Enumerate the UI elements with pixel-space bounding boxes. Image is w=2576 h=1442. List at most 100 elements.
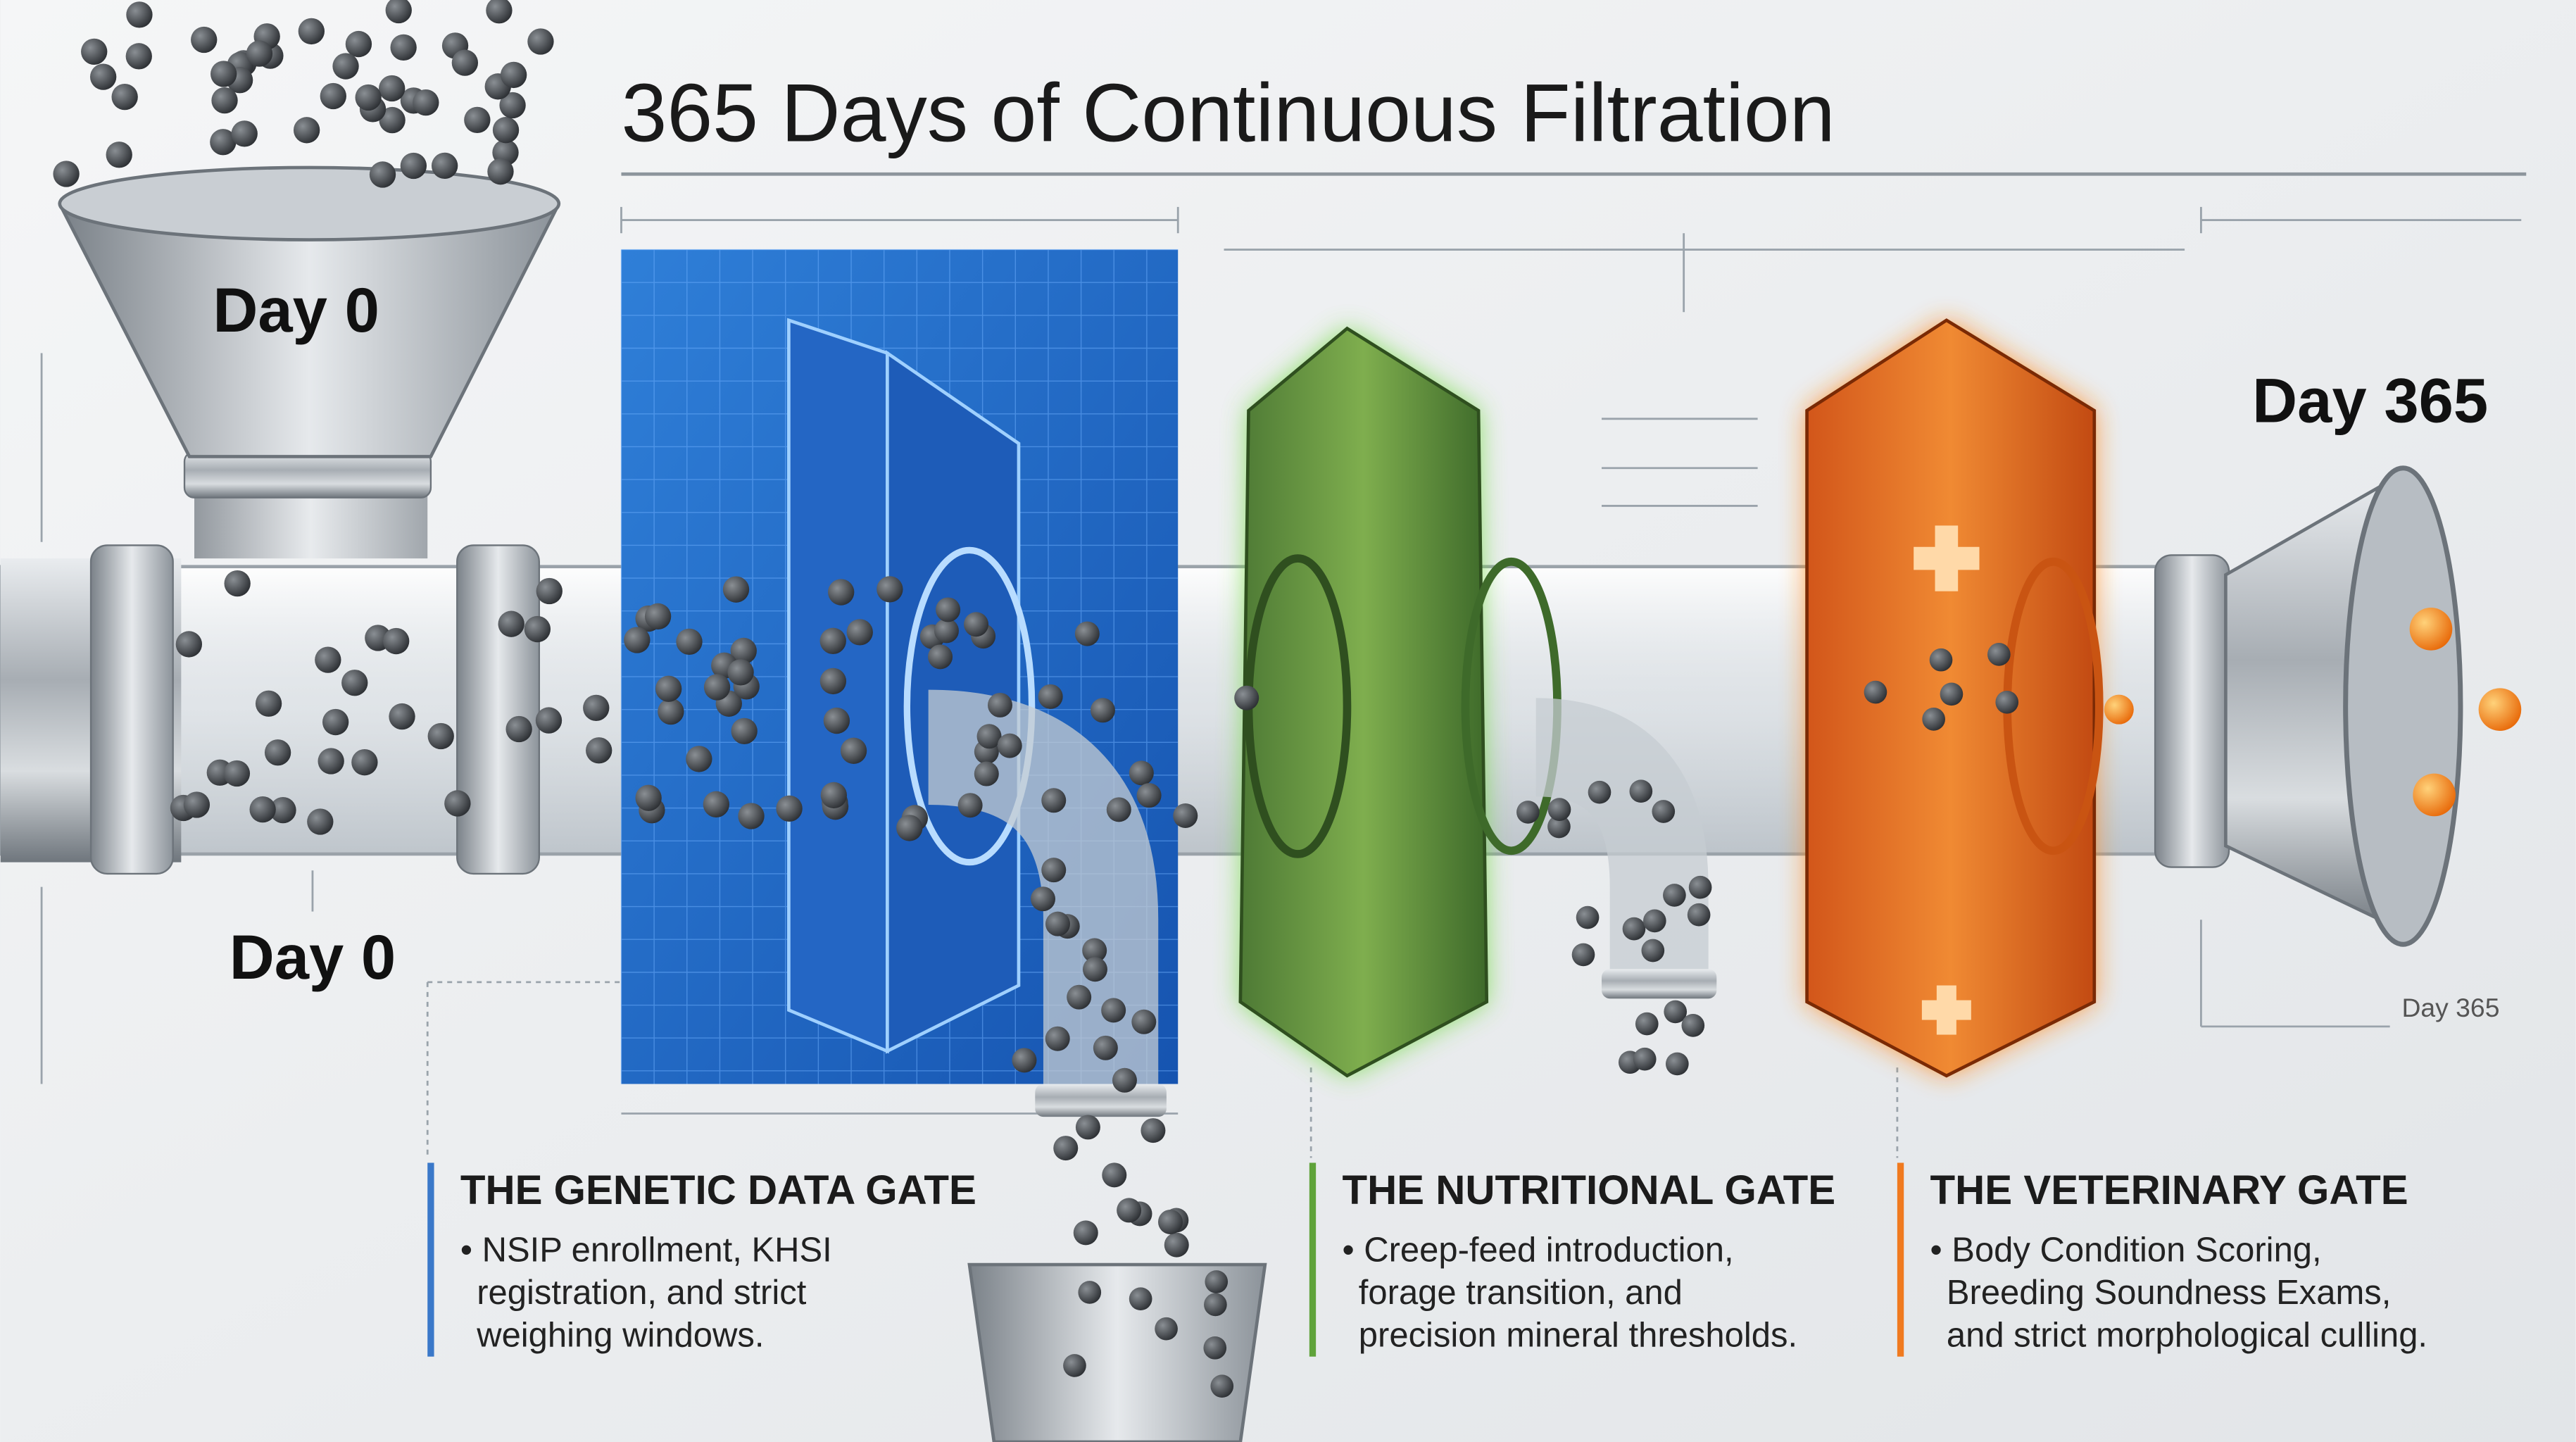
particle [1629, 779, 1652, 803]
gate-text: precision mineral thresholds. [1359, 1317, 1797, 1355]
particle [1137, 783, 1162, 808]
particle [524, 616, 551, 642]
particle [727, 659, 753, 685]
particle [1164, 1233, 1189, 1258]
particle [211, 61, 237, 87]
particle [1666, 1053, 1689, 1076]
particle [1633, 1048, 1657, 1071]
particle [828, 579, 854, 605]
gate-text: registration, and strict [477, 1274, 807, 1312]
particle [1045, 912, 1070, 936]
particle [224, 760, 250, 786]
infographic: 365 Days of Continuous Filtration Day 0 … [0, 0, 2576, 1442]
particle [536, 578, 563, 604]
particle [1572, 943, 1595, 967]
particle [346, 31, 372, 57]
particle [583, 695, 609, 721]
particle [256, 691, 282, 717]
gate-text: • Body Condition Scoring, [1930, 1231, 2322, 1269]
particle [1987, 643, 2011, 666]
particle [1588, 781, 1611, 804]
particle [1038, 684, 1063, 709]
particle [1041, 788, 1066, 813]
particle [1922, 708, 1945, 731]
particle [1158, 1210, 1183, 1234]
gate-descriptions: THE GENETIC DATA GATE• NSIP enrollment, … [427, 1162, 2427, 1356]
particle [1681, 1014, 1704, 1037]
particle [658, 698, 684, 725]
particle [896, 815, 922, 841]
particle [464, 107, 490, 133]
particle [1234, 686, 1259, 710]
particle [487, 158, 513, 184]
particle [1995, 691, 2018, 714]
particle [370, 161, 396, 187]
particle [428, 723, 454, 749]
particle [1107, 797, 1131, 822]
particle [322, 709, 348, 735]
particle [703, 791, 729, 817]
particle [246, 40, 272, 66]
particle [1940, 682, 1964, 706]
particle [820, 628, 846, 654]
particle [998, 734, 1022, 758]
particle [847, 619, 873, 645]
particle [655, 676, 681, 702]
particle [536, 707, 562, 733]
particle [232, 120, 258, 146]
gate-text: weighing windows. [476, 1317, 764, 1355]
drain-collar [1035, 1084, 1167, 1117]
particle [1078, 1281, 1101, 1304]
gate-text: • Creep-feed introduction, [1342, 1231, 1733, 1269]
particle [332, 53, 358, 79]
particle [1576, 906, 1600, 929]
particle [1129, 1287, 1152, 1310]
particle [1076, 1115, 1100, 1139]
particle [1091, 698, 1115, 722]
particle [676, 629, 702, 655]
particle [738, 803, 764, 829]
particle [90, 63, 116, 89]
gate-accent-bar [1309, 1162, 1316, 1356]
particle [501, 62, 527, 88]
particle [974, 762, 999, 786]
particle [1210, 1374, 1233, 1398]
particle [841, 738, 867, 764]
particle [1117, 1198, 1141, 1222]
particle [958, 793, 983, 817]
particle [527, 28, 553, 54]
particle [704, 674, 730, 700]
particle [191, 27, 217, 53]
particle [988, 693, 1012, 717]
flange [91, 545, 173, 874]
particle [389, 703, 415, 729]
nutritional-gate [1240, 329, 1487, 1076]
particle [586, 737, 612, 763]
particle [1548, 798, 1571, 821]
particle [1864, 681, 1887, 704]
output-particle [2104, 695, 2134, 725]
gate-accent-bar [427, 1162, 434, 1356]
particle [390, 35, 416, 61]
particle [877, 576, 903, 602]
particle [498, 611, 524, 637]
particle [1053, 1136, 1078, 1160]
particle [1652, 800, 1675, 823]
particle [1635, 1012, 1659, 1036]
particle [249, 796, 275, 822]
particle [106, 142, 132, 168]
particle [645, 603, 671, 629]
particle [1930, 648, 1953, 672]
end-day-label: Day 365 [2252, 365, 2488, 435]
particle [307, 808, 333, 834]
funnel-collar [184, 451, 431, 497]
particle [432, 153, 458, 179]
particle [184, 791, 210, 817]
particle [936, 597, 960, 622]
particle [176, 631, 202, 657]
particle [1012, 1048, 1036, 1072]
particle [53, 161, 79, 187]
particle [452, 49, 478, 75]
particle [294, 117, 320, 143]
particle [1041, 858, 1066, 882]
